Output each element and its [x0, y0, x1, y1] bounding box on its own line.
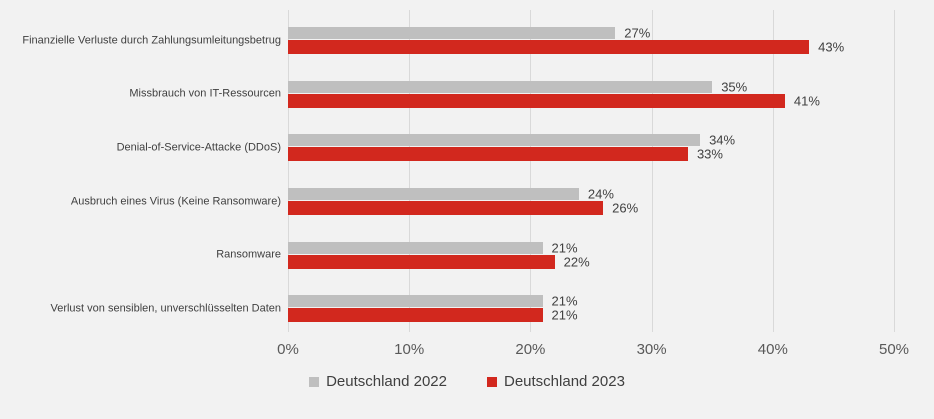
- bar-deutschland-2022: [288, 80, 713, 93]
- bar-value-label: 35%: [721, 79, 748, 95]
- bar-value-label: 33%: [696, 146, 723, 162]
- legend-swatch-2022: [309, 376, 320, 387]
- bar-value-label: 26%: [612, 200, 639, 216]
- category-label: Verlust von sensiblen, unverschlüsselten…: [50, 302, 281, 315]
- grid-line: [651, 10, 653, 332]
- x-axis-tick-label: 10%: [394, 341, 425, 358]
- bar-value-label: 24%: [587, 186, 614, 202]
- bar-value-label: 43%: [818, 39, 845, 55]
- bar-deutschland-2022: [288, 27, 616, 39]
- bar-deutschland-2023: [288, 147, 688, 162]
- legend-item-deutschland-2022: Deutschland 2022: [309, 373, 447, 390]
- bar-deutschland-2023: [288, 201, 604, 215]
- bar-deutschland-2022: [288, 188, 579, 200]
- bar-deutschland-2022: [288, 295, 543, 308]
- x-axis-tick-label: 20%: [515, 341, 546, 358]
- bar-deutschland-2023: [288, 93, 785, 108]
- bar-value-label: 21%: [551, 240, 578, 256]
- category-label: Finanzielle Verluste durch Zahlungsumlei…: [22, 33, 281, 46]
- x-axis-tick-label: 50%: [878, 341, 910, 358]
- bar-value-label: 27%: [624, 25, 651, 41]
- category-label: Ausbruch eines Virus (Keine Ransomware): [70, 194, 281, 207]
- grid-line: [894, 10, 895, 332]
- x-axis-tick-label: 30%: [636, 341, 667, 358]
- bar-value-label: 41%: [793, 93, 820, 109]
- grid-line: [772, 10, 774, 332]
- bar-value-label: 22%: [563, 254, 590, 270]
- category-label: Ransomware: [216, 248, 281, 261]
- grid-line: [409, 10, 411, 332]
- legend-label-2022: Deutschland 2022: [326, 373, 447, 390]
- category-label: Missbrauch von IT-Ressourcen: [129, 87, 281, 100]
- grid-line: [530, 10, 532, 332]
- category-label: Denial-of-Service-Attacke (DDoS): [116, 141, 281, 154]
- bar-deutschland-2022: [288, 134, 701, 147]
- legend-swatch-2023: [487, 376, 497, 387]
- bar-value-label: 21%: [551, 307, 578, 323]
- bar-deutschland-2023: [288, 254, 555, 269]
- bar-value-label: 34%: [709, 132, 736, 148]
- bar-deutschland-2023: [288, 40, 810, 54]
- legend-label-2023: Deutschland 2023: [504, 373, 625, 390]
- bar-deutschland-2022: [288, 241, 543, 254]
- x-axis-tick-label: 40%: [757, 341, 788, 358]
- bar-deutschland-2023: [288, 308, 543, 323]
- legend-item-deutschland-2023: Deutschland 2023: [487, 373, 625, 390]
- x-axis-tick-label: 0%: [277, 341, 299, 358]
- chart-legend: Deutschland 2022 Deutschland 2023: [0, 373, 934, 390]
- grid-line: [288, 10, 289, 332]
- bar-value-label: 21%: [551, 293, 578, 309]
